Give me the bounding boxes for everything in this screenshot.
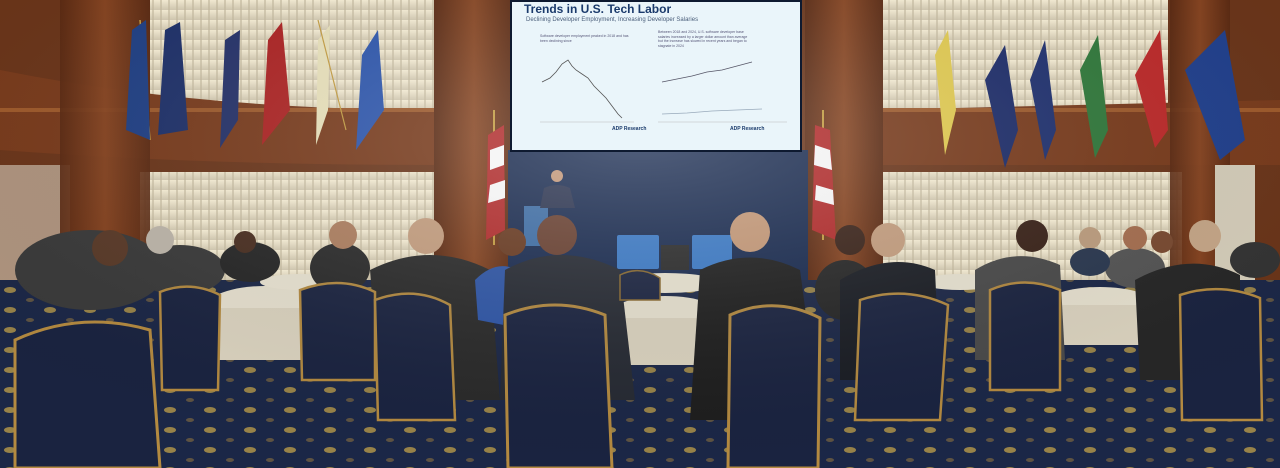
right-panel-caption: Between 2018 and 2024, U.S. software dev… [658, 30, 748, 48]
slide-charts [540, 59, 787, 123]
salary-line [661, 61, 753, 83]
brand-left: ADP Research [612, 126, 647, 132]
slide: Trends in U.S. Tech Labor Declining Deve… [512, 2, 800, 150]
slide-title: Trends in U.S. Tech Labor [524, 2, 672, 16]
brand-right: ADP Research [730, 126, 765, 132]
projection-screen: Trends in U.S. Tech Labor Declining Deve… [510, 0, 802, 152]
employment-line [541, 59, 623, 119]
left-panel-caption: Software developer employment peaked in … [540, 34, 629, 43]
slide-subtitle: Declining Developer Employment, Increasi… [526, 17, 699, 23]
